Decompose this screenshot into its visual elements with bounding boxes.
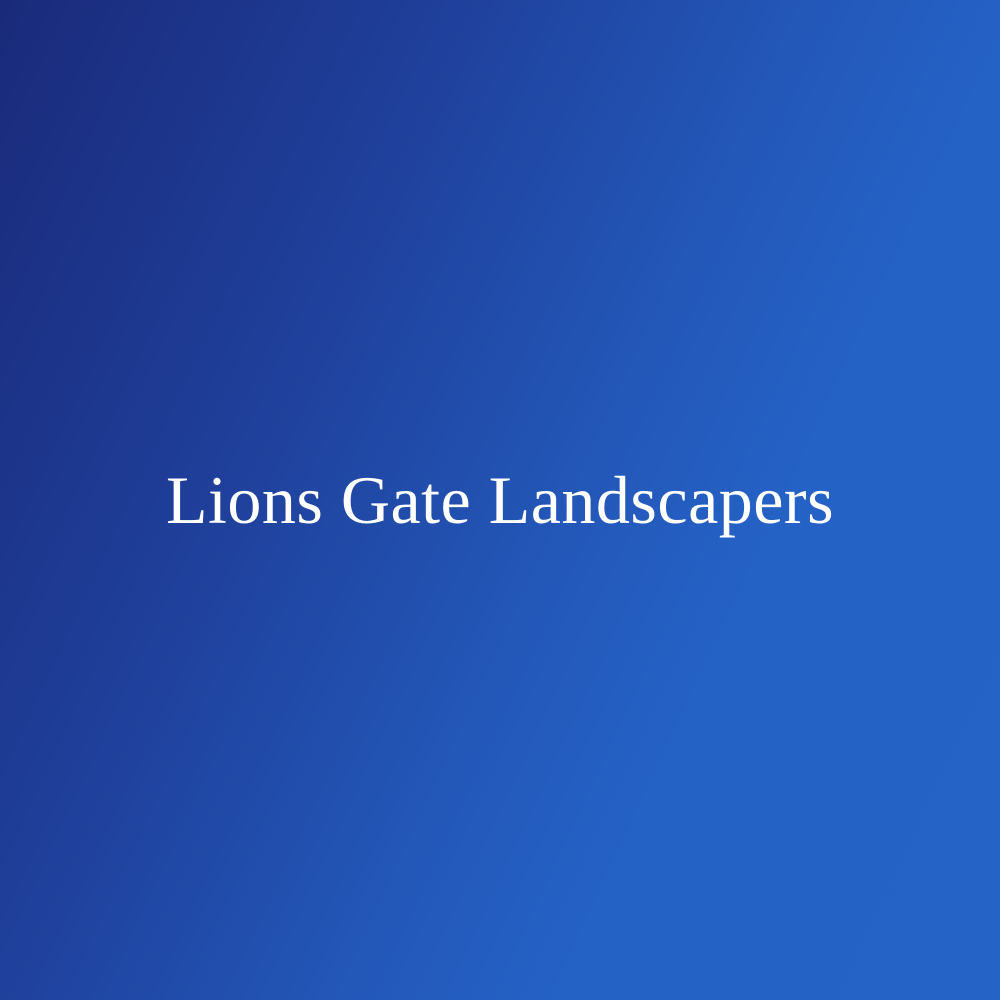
brand-title: Lions Gate Landscapers xyxy=(165,462,835,538)
